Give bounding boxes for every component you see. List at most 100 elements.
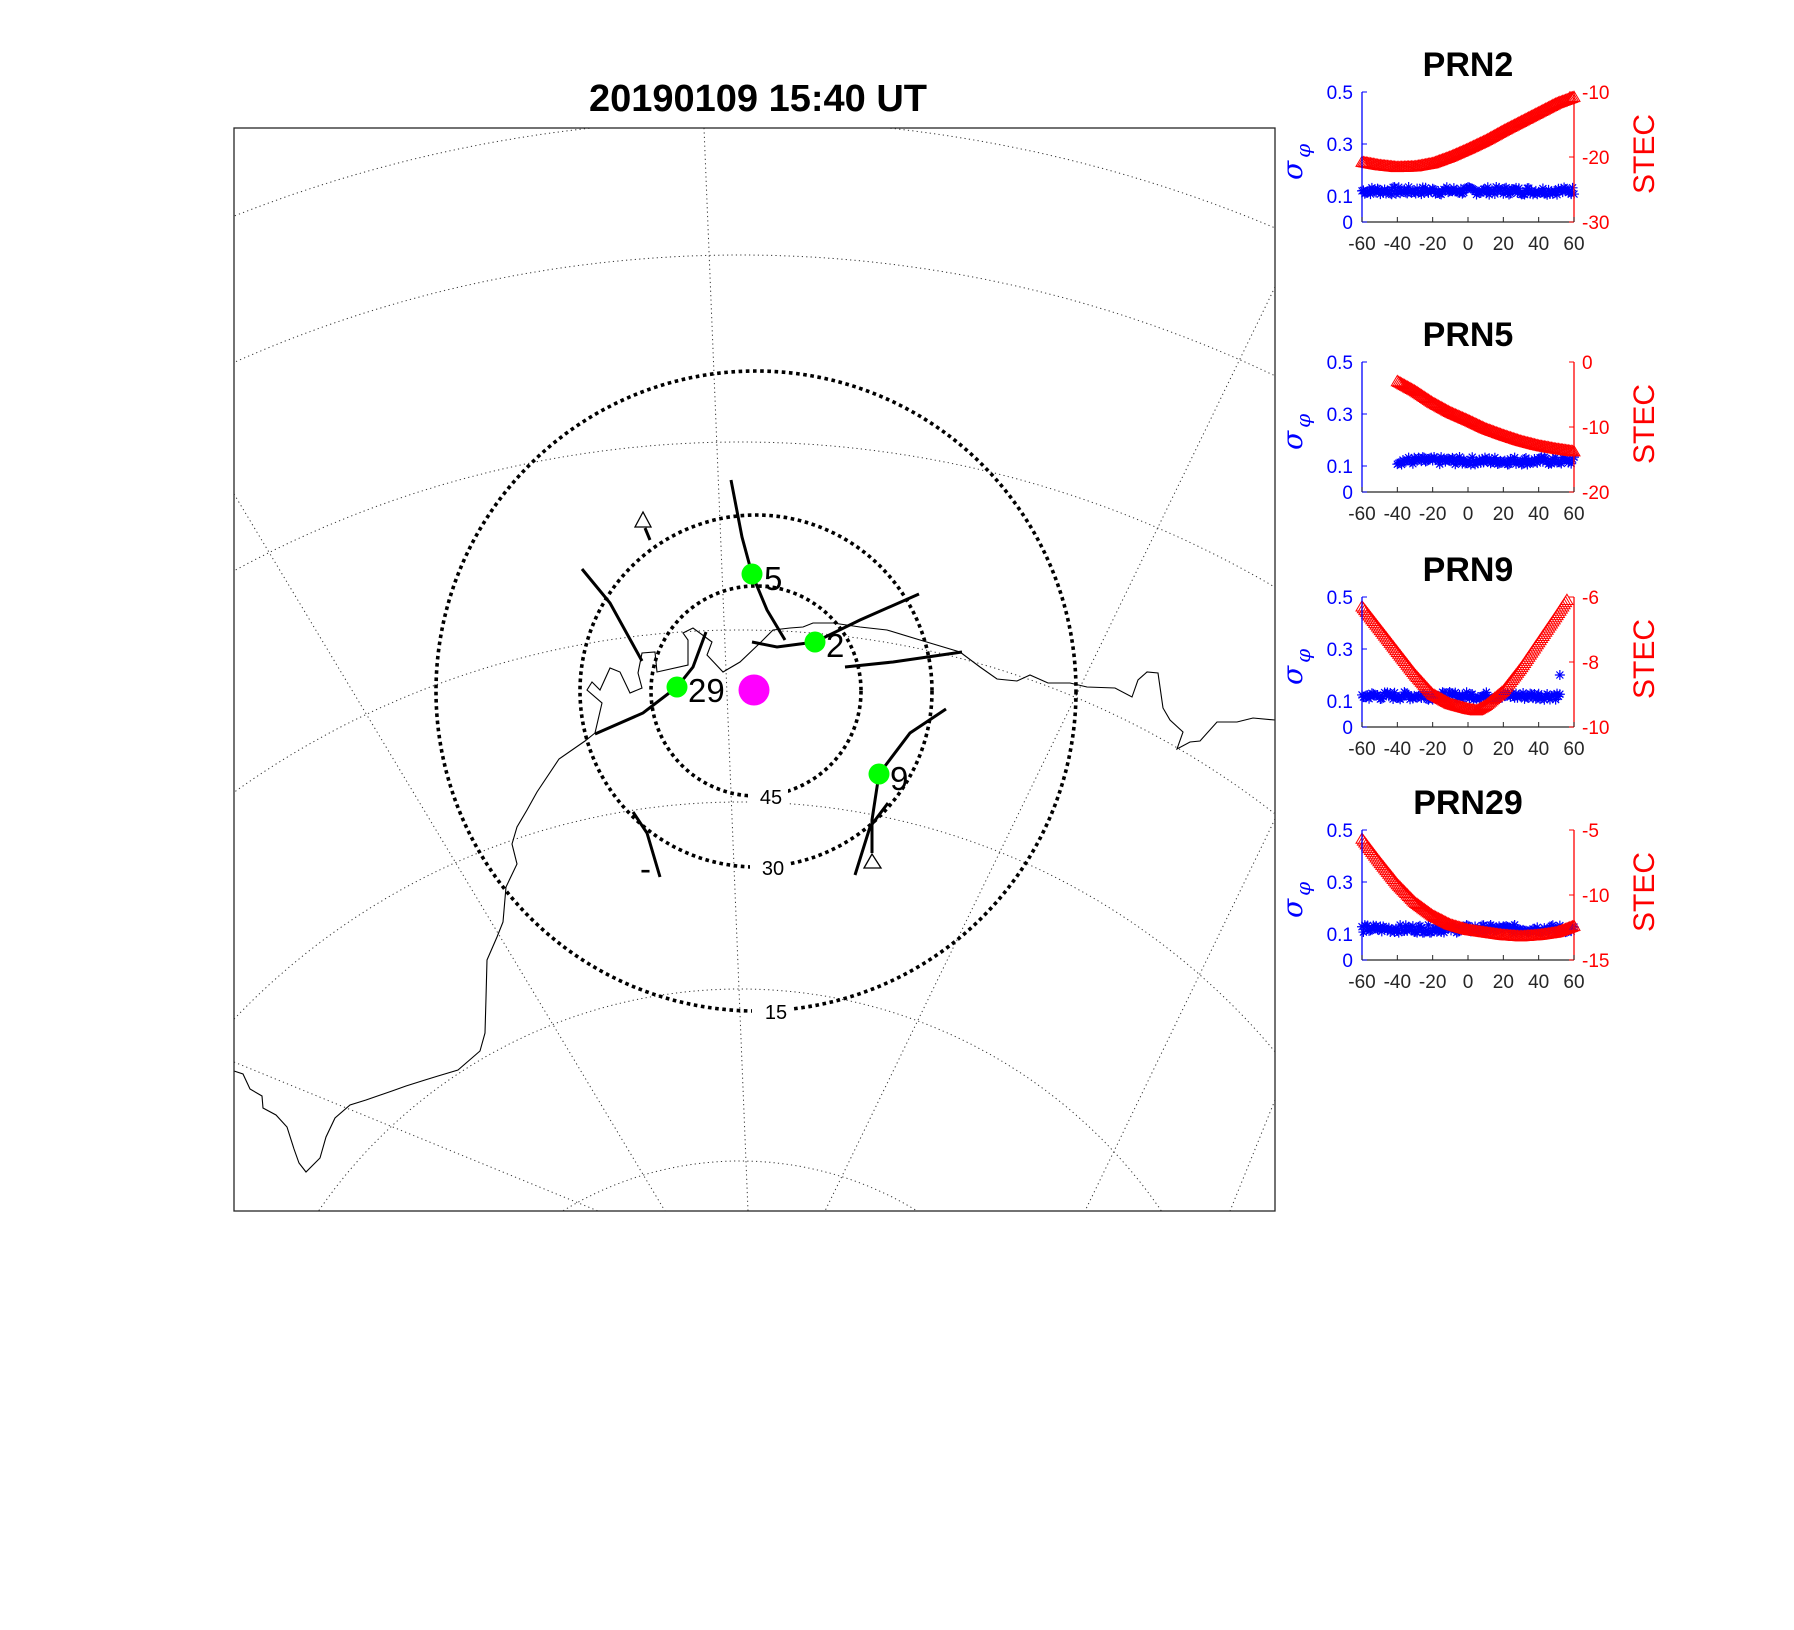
meridian-line bbox=[233, 493, 666, 1212]
stec-point bbox=[1452, 409, 1467, 422]
latitude-arc bbox=[562, 1160, 918, 1212]
sigma-point bbox=[1542, 689, 1553, 700]
satellites: 5 2 29 9 bbox=[666, 560, 908, 797]
satellite-prn2-marker[interactable] bbox=[804, 631, 826, 653]
stec-point bbox=[1444, 406, 1458, 418]
sigma-point bbox=[1405, 694, 1416, 705]
sigma-point bbox=[1458, 187, 1469, 198]
right-tick-label: 0 bbox=[1582, 353, 1593, 374]
sigma-point bbox=[1358, 927, 1369, 938]
coastline bbox=[233, 622, 1276, 1173]
left-tick-label: 0.1 bbox=[1327, 187, 1353, 208]
left-tick-label: 0.5 bbox=[1327, 588, 1353, 609]
stec-point bbox=[1455, 411, 1470, 423]
sigma-point bbox=[1406, 456, 1417, 467]
sigma-point bbox=[1464, 693, 1475, 704]
stec-point bbox=[1478, 421, 1492, 434]
left-axis-label: σφ bbox=[1276, 882, 1315, 918]
track-end-triangle-icon bbox=[633, 510, 653, 528]
stec-series bbox=[1390, 374, 1581, 457]
left-axis-label: σφ bbox=[1276, 144, 1315, 180]
x-tick-label: 40 bbox=[1528, 972, 1549, 993]
sigma-point bbox=[1362, 690, 1373, 701]
sigma-point bbox=[1407, 921, 1418, 932]
sigma-point bbox=[1509, 452, 1520, 463]
stec-point bbox=[1565, 90, 1580, 103]
sigma-point bbox=[1453, 456, 1464, 467]
sigma-point bbox=[1477, 453, 1488, 464]
sigma-point bbox=[1489, 452, 1500, 463]
sigma-point bbox=[1532, 922, 1543, 933]
stec-point bbox=[1490, 426, 1505, 439]
phi-subscript: φ bbox=[1291, 882, 1315, 896]
elevation-circle-45 bbox=[649, 584, 863, 798]
stec-point bbox=[1441, 916, 1456, 929]
sigma-point bbox=[1528, 693, 1539, 704]
sigma-point bbox=[1410, 188, 1421, 199]
satellite-prn5-marker[interactable] bbox=[741, 563, 763, 585]
sigma-point bbox=[1543, 692, 1554, 703]
left-tick-label: 0.1 bbox=[1327, 692, 1353, 713]
sigma-point bbox=[1505, 188, 1516, 199]
sigma-point bbox=[1403, 452, 1414, 463]
sigma-point bbox=[1389, 926, 1400, 937]
sigma-point bbox=[1461, 687, 1472, 698]
meridian-line bbox=[703, 127, 749, 1212]
sigma-point bbox=[1557, 452, 1568, 463]
sigma-point bbox=[1438, 927, 1449, 938]
sigma-point bbox=[1494, 458, 1505, 469]
sigma-point bbox=[1393, 927, 1404, 938]
elevation-circle-15 bbox=[434, 369, 1078, 1013]
stec-point bbox=[1562, 91, 1577, 104]
sigma-point bbox=[1491, 181, 1502, 192]
left-tick-label: 0.3 bbox=[1327, 405, 1353, 426]
satellite-prn9-label: 9 bbox=[890, 760, 908, 797]
sigma-point bbox=[1505, 691, 1516, 702]
panel-prn2: PRN2 0.5 0.3 0.1 0 -10 -20 -30 -60 -40 -20 0 20 40 60 σ… bbox=[1276, 46, 1661, 255]
satellite-prn29-label: 29 bbox=[688, 672, 725, 709]
x-tick-label: 60 bbox=[1563, 234, 1584, 255]
sigma-point bbox=[1537, 183, 1548, 194]
stec-point bbox=[1449, 408, 1464, 421]
x-tick-label: -40 bbox=[1384, 504, 1411, 525]
stec-point bbox=[1561, 921, 1576, 933]
sigma-point bbox=[1550, 452, 1561, 463]
sigma-point bbox=[1429, 451, 1440, 462]
x-tick-label: 60 bbox=[1563, 972, 1584, 993]
sigma-point bbox=[1525, 188, 1536, 199]
sigma-point bbox=[1513, 183, 1524, 194]
stec-point bbox=[1446, 407, 1461, 419]
sigma-point bbox=[1365, 189, 1376, 200]
panel-title: PRN5 bbox=[1423, 316, 1514, 354]
right-tick-label: -10 bbox=[1582, 83, 1609, 104]
sigma-point bbox=[1540, 453, 1551, 464]
sigma-point bbox=[1412, 927, 1423, 938]
right-tick-label: -15 bbox=[1582, 951, 1609, 972]
track-prn29-segment bbox=[580, 568, 644, 662]
sigma-point bbox=[1474, 454, 1485, 465]
sigma-point bbox=[1458, 454, 1469, 465]
right-tick-label: -30 bbox=[1582, 213, 1609, 234]
sigma-point bbox=[1566, 458, 1577, 469]
satellite-prn9-marker[interactable] bbox=[868, 763, 890, 785]
right-tick-label: -8 bbox=[1582, 653, 1599, 674]
right-axis-label: STEC bbox=[1628, 114, 1661, 194]
stec-point bbox=[1476, 420, 1491, 433]
sigma-point bbox=[1378, 187, 1389, 198]
sigma-point bbox=[1552, 688, 1563, 699]
x-tick-label: 0 bbox=[1463, 739, 1474, 760]
meridian-line bbox=[233, 1061, 599, 1212]
stec-point bbox=[1451, 409, 1465, 421]
right-tick-label: -10 bbox=[1582, 886, 1609, 907]
meridian-line bbox=[1229, 1099, 1276, 1212]
x-tick-label: -40 bbox=[1384, 234, 1411, 255]
left-tick-label: 0.5 bbox=[1327, 83, 1353, 104]
phi-subscript: φ bbox=[1291, 144, 1315, 158]
sigma-point bbox=[1561, 454, 1572, 465]
panel-title: PRN9 bbox=[1423, 551, 1514, 589]
sigma-point bbox=[1403, 182, 1414, 193]
stec-point bbox=[1561, 92, 1576, 104]
satellite-prn29-marker[interactable] bbox=[666, 676, 688, 698]
stec-point bbox=[1441, 696, 1456, 708]
sigma-point bbox=[1478, 920, 1489, 931]
